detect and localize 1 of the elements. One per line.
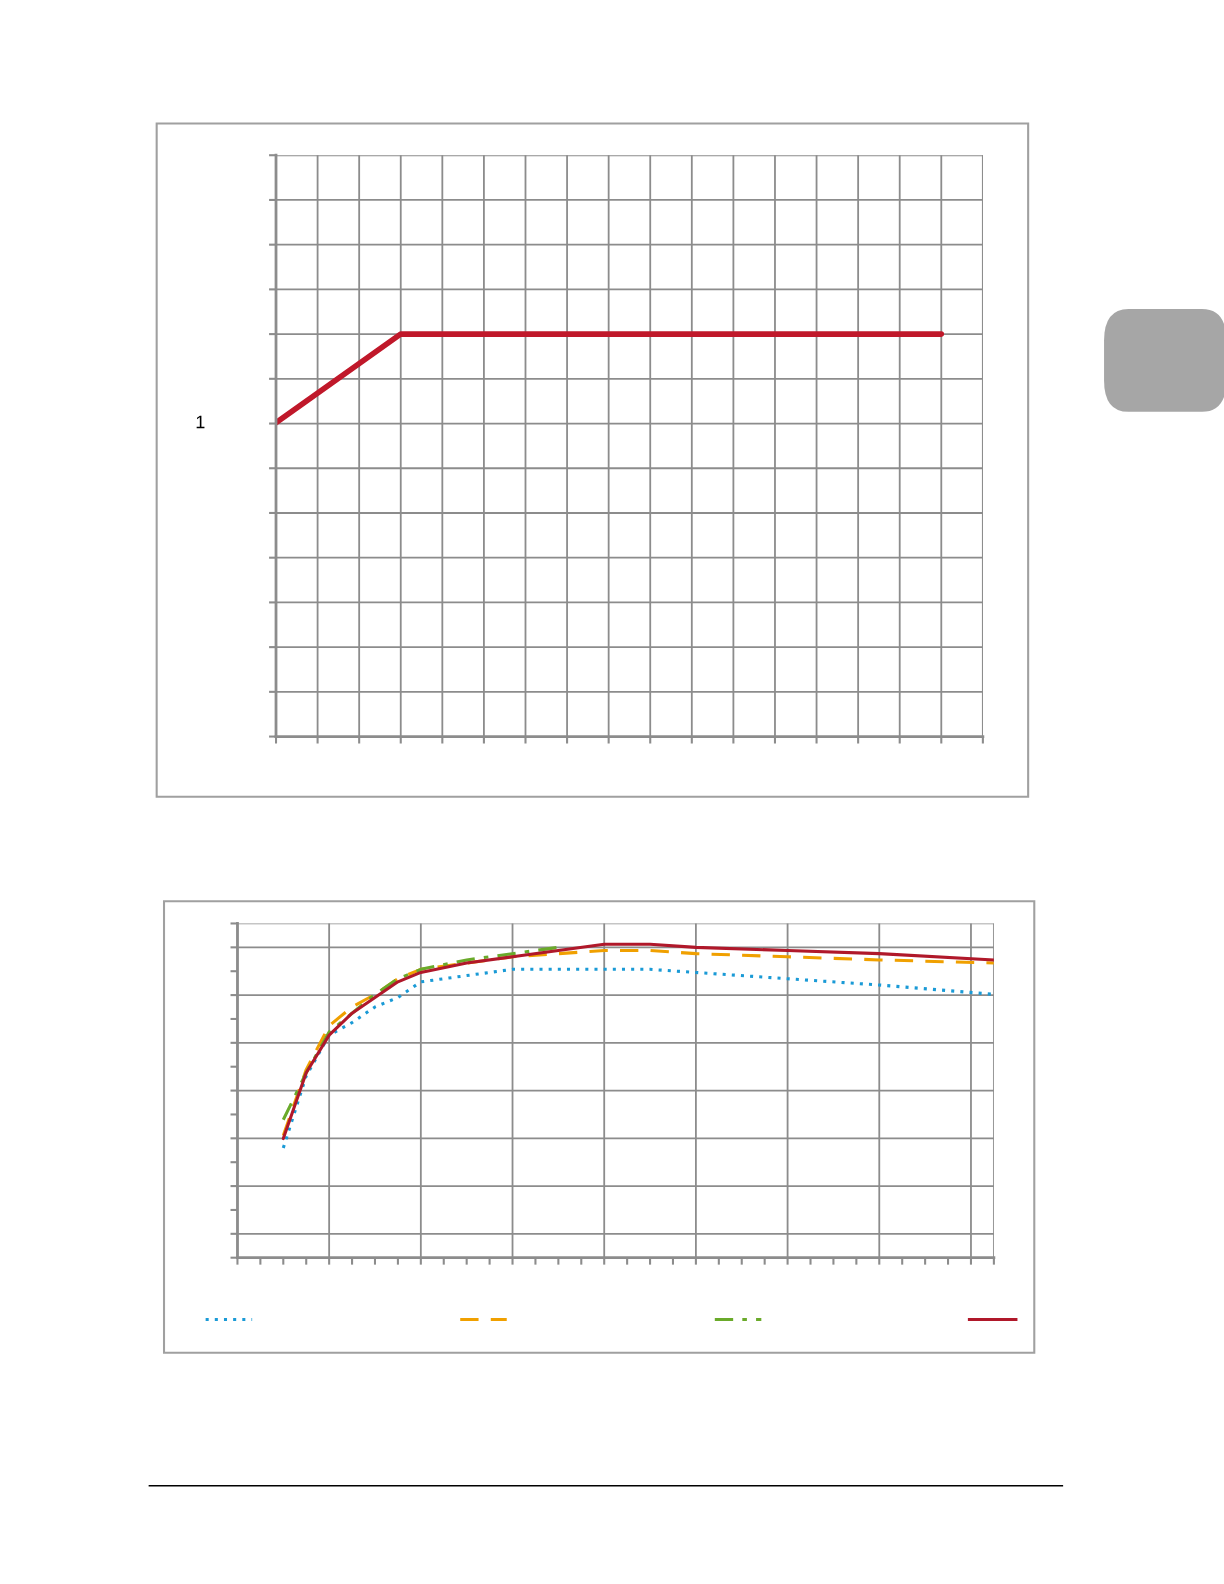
text: 1 [196, 415, 205, 429]
